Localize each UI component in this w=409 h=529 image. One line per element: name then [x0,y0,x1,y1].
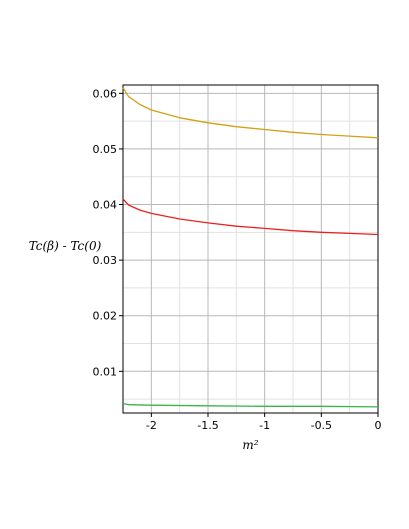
series-group [122,87,379,408]
y-tick-label: 0.03 [93,254,118,267]
series-line-1 [122,87,379,139]
y-axis-label: Tc(β) - Tc(0) [29,239,102,253]
y-tick-label: 0.04 [93,199,118,212]
series-line-2 [122,198,379,236]
x-axis-label: m² [242,438,258,452]
grid [122,85,379,413]
x-tick-label: 0 [375,419,382,432]
x-tick-label: -1.5 [197,419,218,432]
series-line-3 [122,402,379,408]
x-tick-label: -0.5 [311,419,332,432]
axis-ticks: 0.01 0.02 0.03 0.04 0.05 0.06 -2 -1.5 -1 -0.5 0 [93,87,382,432]
y-tick-label: 0.06 [93,87,118,100]
plot-frame [122,84,379,414]
x-tick-label: -1 [259,419,270,432]
y-tick-label: 0.02 [93,310,118,323]
y-tick-label: 0.05 [93,143,118,156]
x-tick-label: -2 [146,419,157,432]
y-tick-label: 0.01 [93,365,118,378]
